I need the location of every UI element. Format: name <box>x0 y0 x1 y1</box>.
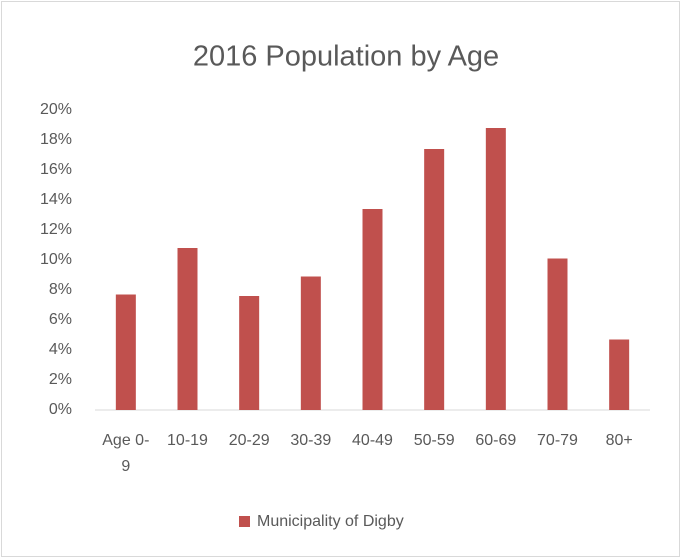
y-tick-label: 4% <box>49 341 72 358</box>
x-tick-label: 60-69 <box>475 432 517 449</box>
bar <box>424 149 445 410</box>
bar <box>300 276 321 410</box>
x-tick-label: 50-59 <box>413 432 455 449</box>
bar <box>177 248 198 410</box>
x-tick-label: 30-39 <box>290 432 332 449</box>
y-tick-label: 6% <box>49 311 72 328</box>
x-tick-label: 10-19 <box>167 432 208 449</box>
y-tick-label: 12% <box>40 221 72 238</box>
legend-label: Municipality of Digby <box>257 513 404 530</box>
x-tick-label: 20-29 <box>228 432 270 449</box>
y-tick-label: 10% <box>40 251 72 268</box>
x-tick-label: 40-49 <box>352 432 393 449</box>
bar <box>547 258 568 410</box>
x-tick-label: 80+ <box>605 432 633 449</box>
y-tick-label: 18% <box>40 131 72 148</box>
y-tick-label: 8% <box>49 281 72 298</box>
legend-swatch <box>239 516 250 527</box>
bar <box>362 209 383 410</box>
bar <box>115 294 136 410</box>
y-tick-label: 2% <box>49 371 72 388</box>
y-tick-label: 20% <box>40 101 72 118</box>
y-tick-label: 16% <box>40 161 72 178</box>
x-tick-label: Age 0-9 <box>102 432 150 475</box>
bar <box>485 128 506 410</box>
bar <box>239 296 260 410</box>
x-tick-label: 70-79 <box>537 432 578 449</box>
y-tick-label: 0% <box>49 401 72 418</box>
chart-title: 2016 Population by Age <box>193 41 499 73</box>
bar <box>609 339 630 410</box>
y-tick-label: 14% <box>40 191 72 208</box>
